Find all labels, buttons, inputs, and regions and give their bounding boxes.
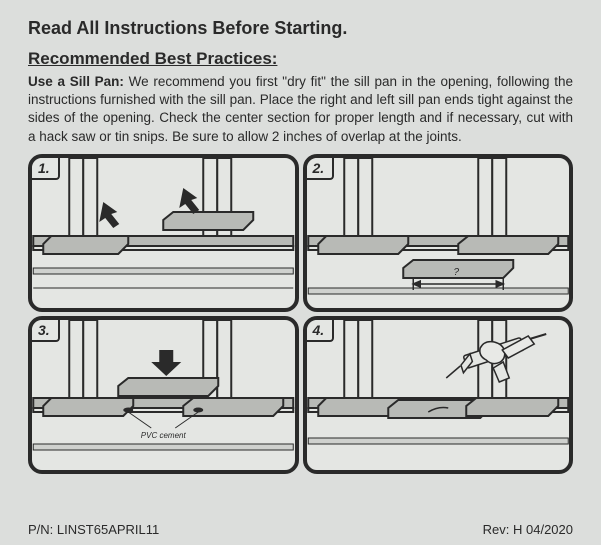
para-lead-bold: Use a Sill Pan: [28, 74, 124, 89]
section-subtitle: Recommended Best Practices: [28, 49, 573, 69]
diagram-1 [32, 158, 295, 308]
part-number: P/N: LINST65APRIL11 [28, 522, 159, 537]
panel-number: 2. [307, 158, 335, 180]
instruction-paragraph: Use a Sill Pan: We recommend you first "… [28, 73, 573, 146]
footer: P/N: LINST65APRIL11 Rev: H 04/2020 [28, 522, 573, 537]
diagram-2: ? [307, 158, 570, 308]
diagram-4 [307, 320, 570, 470]
cement-label: PVC cement [141, 431, 187, 440]
panel-2: 2. [303, 154, 574, 312]
panel-number: 3. [32, 320, 60, 342]
diagram-grid: 1. [28, 154, 573, 474]
diagram-3: PVC cement [32, 320, 295, 470]
panel-1: 1. [28, 154, 299, 312]
revision: Rev: H 04/2020 [483, 522, 573, 537]
panel-number: 1. [32, 158, 60, 180]
svg-text:?: ? [453, 267, 459, 278]
panel-number: 4. [307, 320, 335, 342]
panel-3: 3. [28, 316, 299, 474]
page-title: Read All Instructions Before Starting. [28, 18, 573, 39]
panel-4: 4. [303, 316, 574, 474]
